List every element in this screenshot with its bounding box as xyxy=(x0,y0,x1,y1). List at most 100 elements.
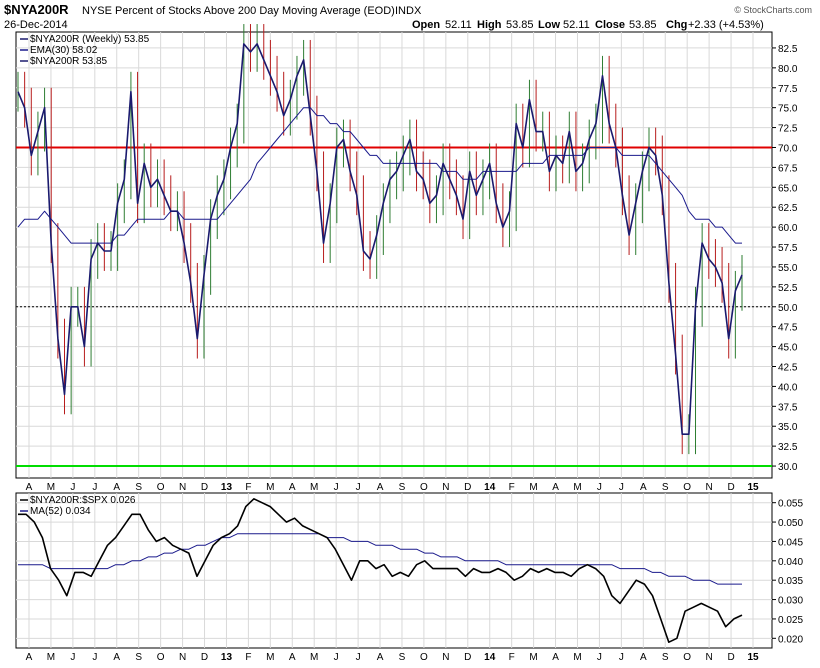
y-tick-label: 70.0 xyxy=(778,143,798,154)
x-tick-label: M xyxy=(573,482,581,493)
x-tick-label: F xyxy=(509,482,515,493)
y-tick-label: 55.0 xyxy=(778,263,798,274)
x-tick-label: A xyxy=(289,482,296,493)
y-tick-label: 42.5 xyxy=(778,363,798,374)
main-marks xyxy=(16,24,772,468)
x-tick-label: J xyxy=(597,652,602,663)
ratio-x-axis: A M J J A S O N D 13 F M A M J J A S O N D 14 F M A M J J A S O N D 15 xyxy=(26,652,759,663)
y-tick-label: 67.5 xyxy=(778,163,798,174)
x-tick-label: M xyxy=(310,652,318,663)
y-tick-label: 62.5 xyxy=(778,203,798,214)
chg-value: +2.33 (+4.53%) xyxy=(688,19,764,31)
x-tick-label: J xyxy=(92,482,97,493)
y-tick-label: 72.5 xyxy=(778,124,798,135)
main-panel: 30.0 32.5 35.0 37.5 40.0 42.5 45.0 47.5 50.0 52.5… xyxy=(15,24,798,493)
x-tick-label: N xyxy=(442,652,449,663)
low-label: Low xyxy=(538,19,560,31)
x-tick-label: N xyxy=(706,652,713,663)
ratio-marks xyxy=(18,498,743,643)
x-tick-label: M xyxy=(47,482,55,493)
x-tick-label: D xyxy=(201,482,208,493)
x-tick-label: 15 xyxy=(747,482,759,493)
x-tick-label: A xyxy=(640,482,647,493)
y-tick-label: 35.0 xyxy=(778,422,798,433)
y-tick-label: 57.5 xyxy=(778,243,798,254)
ratio-panel: 0.020 0.025 0.030 0.035 0.040 0.045 0.050 0.055… xyxy=(15,492,803,663)
x-tick-label: O xyxy=(157,482,165,493)
x-tick-label: S xyxy=(662,482,669,493)
y-tick-label: 0.045 xyxy=(778,537,803,548)
y-tick-label: 65.0 xyxy=(778,183,798,194)
x-tick-label: J xyxy=(334,482,339,493)
chart-exchange: INDX xyxy=(395,5,422,17)
x-tick-label: D xyxy=(727,652,734,663)
low-value: 52.11 xyxy=(563,19,590,31)
y-tick-label: 80.0 xyxy=(778,64,798,75)
x-tick-label: A xyxy=(377,652,384,663)
x-tick-label: J xyxy=(356,482,361,493)
ma52-series-line xyxy=(18,533,742,585)
legend-label: $NYA200R (Weekly) 53.85 xyxy=(30,34,150,45)
high-value: 53.85 xyxy=(506,19,534,31)
x-tick-label: A xyxy=(113,652,120,663)
x-tick-label: 14 xyxy=(484,482,496,493)
main-x-axis: A M J J A S O N D 13 F M A M J J A S O N D 14 F M A M J J A S O N D 15 xyxy=(26,482,759,493)
x-tick-label: D xyxy=(201,652,208,663)
x-tick-label: M xyxy=(266,482,274,493)
ratio-grid xyxy=(16,493,772,648)
x-tick-label: A xyxy=(289,652,296,663)
y-tick-label: 40.0 xyxy=(778,382,798,393)
x-tick-label: D xyxy=(464,652,471,663)
x-tick-label: N xyxy=(706,482,713,493)
ratio-plot-frame xyxy=(15,492,773,649)
y-tick-label: 77.5 xyxy=(778,84,798,95)
x-tick-label: N xyxy=(179,482,186,493)
chart-date: 26-Dec-2014 xyxy=(4,19,68,31)
x-tick-label: O xyxy=(420,482,428,493)
close-label: Close xyxy=(595,19,625,31)
ratio-series-line xyxy=(18,498,743,643)
x-tick-label: 13 xyxy=(221,652,233,663)
y-tick-label: 0.025 xyxy=(778,615,803,626)
open-value: 52.11 xyxy=(445,19,472,31)
x-tick-label: A xyxy=(26,652,33,663)
x-tick-label: J xyxy=(356,652,361,663)
y-tick-label: 37.5 xyxy=(778,402,798,413)
x-tick-label: A xyxy=(26,482,33,493)
x-tick-label: O xyxy=(420,652,428,663)
y-tick-label: 30.0 xyxy=(778,462,798,473)
x-tick-label: J xyxy=(619,652,624,663)
y-tick-label: 45.0 xyxy=(778,343,798,354)
x-tick-label: J xyxy=(70,652,75,663)
x-tick-label: N xyxy=(179,652,186,663)
chg-label: Chg xyxy=(666,19,687,31)
ema30-series-line xyxy=(17,107,742,244)
y-tick-label: 0.055 xyxy=(778,499,803,510)
y-tick-label: 32.5 xyxy=(778,442,798,453)
main-plot-frame xyxy=(15,31,773,479)
x-tick-label: S xyxy=(135,482,142,493)
chart-symbol: $NYA200R xyxy=(4,2,69,17)
x-tick-label: A xyxy=(552,482,559,493)
y-tick-label: 0.020 xyxy=(778,634,803,645)
y-tick-label: 52.5 xyxy=(778,283,798,294)
x-tick-label: J xyxy=(597,482,602,493)
x-tick-label: F xyxy=(509,652,515,663)
legend-label: $NYA200R:$SPX 0.026 xyxy=(30,495,136,506)
y-tick-label: 0.040 xyxy=(778,557,803,568)
high-label: High xyxy=(477,19,502,31)
legend-label: EMA(30) 58.02 xyxy=(30,45,98,56)
x-tick-label: 13 xyxy=(221,482,233,493)
x-tick-label: M xyxy=(266,652,274,663)
watermark: © StockCharts.com xyxy=(734,5,812,15)
x-tick-label: A xyxy=(377,482,384,493)
x-tick-label: J xyxy=(92,652,97,663)
x-tick-label: O xyxy=(683,482,691,493)
x-tick-label: M xyxy=(310,482,318,493)
x-tick-label: S xyxy=(662,652,669,663)
main-grid xyxy=(16,32,772,478)
y-tick-label: 82.5 xyxy=(778,44,798,55)
legend-label: $NYA200R 53.85 xyxy=(30,56,108,67)
